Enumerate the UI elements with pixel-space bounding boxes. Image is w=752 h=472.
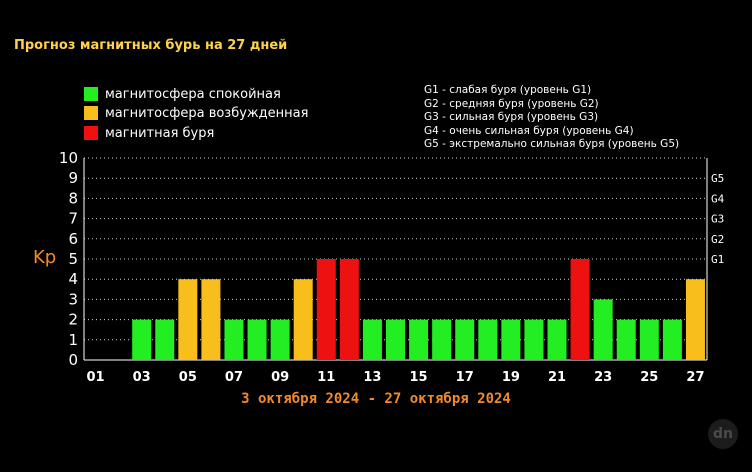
- y-tick-label: 2: [68, 311, 78, 329]
- x-tick-label: 21: [548, 370, 566, 385]
- x-tick-label: 03: [133, 370, 151, 385]
- chart-title: Прогноз магнитных бурь на 27 дней: [14, 38, 288, 53]
- storm-level-g2: G2 - средняя буря (уровень G2): [424, 97, 599, 110]
- legend-swatch-storm: [84, 126, 98, 140]
- storm-level-axis-label: G2: [711, 233, 724, 246]
- x-tick-label: 27: [686, 370, 704, 385]
- x-tick-label: 25: [640, 370, 658, 385]
- y-tick-label: 9: [68, 169, 78, 187]
- bar-day-10: [293, 279, 313, 360]
- bar-day-03: [132, 319, 152, 360]
- bar-day-14: [386, 319, 405, 360]
- bar-day-09: [270, 319, 290, 360]
- x-tick-label: 01: [86, 370, 104, 385]
- y-tick-label: 0: [68, 351, 78, 369]
- y-tick-label: 1: [68, 331, 78, 349]
- legend-item-quiet: магнитосфера спокойная: [84, 86, 281, 102]
- legend-swatch-active: [84, 106, 98, 120]
- bar-day-18: [478, 319, 498, 360]
- bar-day-19: [501, 319, 521, 360]
- bar-day-26: [662, 319, 682, 360]
- bar-day-06: [201, 279, 221, 360]
- bar-day-11: [316, 259, 336, 360]
- bar-day-23: [593, 299, 613, 360]
- storm-level-axis-label: G5: [711, 172, 724, 185]
- x-tick-label: 11: [317, 370, 335, 385]
- legend-label-active: магнитосфера возбужденная: [105, 105, 309, 121]
- bar-day-16: [432, 319, 452, 360]
- bar-day-04: [155, 319, 175, 360]
- bar-day-17: [455, 319, 475, 360]
- date-range-label: 3 октября 2024 - 27 октября 2024: [241, 391, 511, 407]
- bar-day-07: [224, 319, 244, 360]
- y-tick-label: 8: [68, 189, 78, 207]
- bar-day-21: [547, 319, 567, 360]
- storm-level-g1: G1 - слабая буря (уровень G1): [424, 84, 592, 96]
- y-tick-label: 5: [68, 250, 78, 268]
- bar-day-13: [362, 319, 382, 360]
- bar-day-05: [178, 279, 198, 360]
- x-tick-label: 19: [502, 370, 520, 385]
- bar-day-27: [685, 279, 705, 360]
- bar-day-22: [570, 259, 590, 360]
- bar-day-15: [409, 319, 429, 360]
- x-tick-label: 13: [363, 370, 381, 385]
- storm-level-axis-label: G1: [711, 253, 724, 266]
- legend-item-active: магнитосфера возбужденная: [84, 105, 308, 121]
- legend-item-storm: магнитная буря: [84, 125, 214, 141]
- bar-day-20: [524, 319, 544, 360]
- y-tick-label: 4: [68, 270, 78, 288]
- legend-label-quiet: магнитосфера спокойная: [105, 86, 281, 102]
- y-tick-label: 10: [59, 149, 78, 167]
- legend-label-storm: магнитная буря: [105, 125, 215, 141]
- x-tick-label: 05: [179, 370, 197, 385]
- bar-day-25: [639, 319, 659, 360]
- storm-level-g3: G3 - сильная буря (уровень G3): [424, 111, 599, 124]
- y-axis-label: Kp: [33, 247, 57, 268]
- bar-day-24: [616, 319, 636, 360]
- y-tick-label: 7: [68, 210, 78, 228]
- storm-level-legend: G1 - слабая буря (уровень G1) G2 - средн…: [424, 84, 679, 152]
- storm-level-axis-label: G3: [711, 213, 724, 226]
- legend-swatch-quiet: [84, 87, 98, 101]
- x-tick-label: 23: [594, 370, 612, 385]
- x-tick-label: 09: [271, 370, 289, 385]
- x-tick-label: 15: [410, 370, 428, 385]
- x-tick-label: 17: [456, 370, 474, 385]
- y-tick-label: 3: [68, 290, 78, 308]
- storm-level-g5: G5 - экстремально сильная буря (уровень …: [424, 138, 680, 151]
- bar-day-08: [247, 319, 267, 360]
- storm-level-axis-label: G4: [711, 192, 725, 205]
- watermark-logo: dn: [708, 419, 738, 449]
- storm-level-g4: G4 - очень сильная буря (уровень G4): [424, 124, 634, 137]
- bar-day-12: [339, 259, 359, 360]
- y-tick-label: 6: [68, 230, 78, 248]
- x-tick-label: 07: [225, 370, 243, 385]
